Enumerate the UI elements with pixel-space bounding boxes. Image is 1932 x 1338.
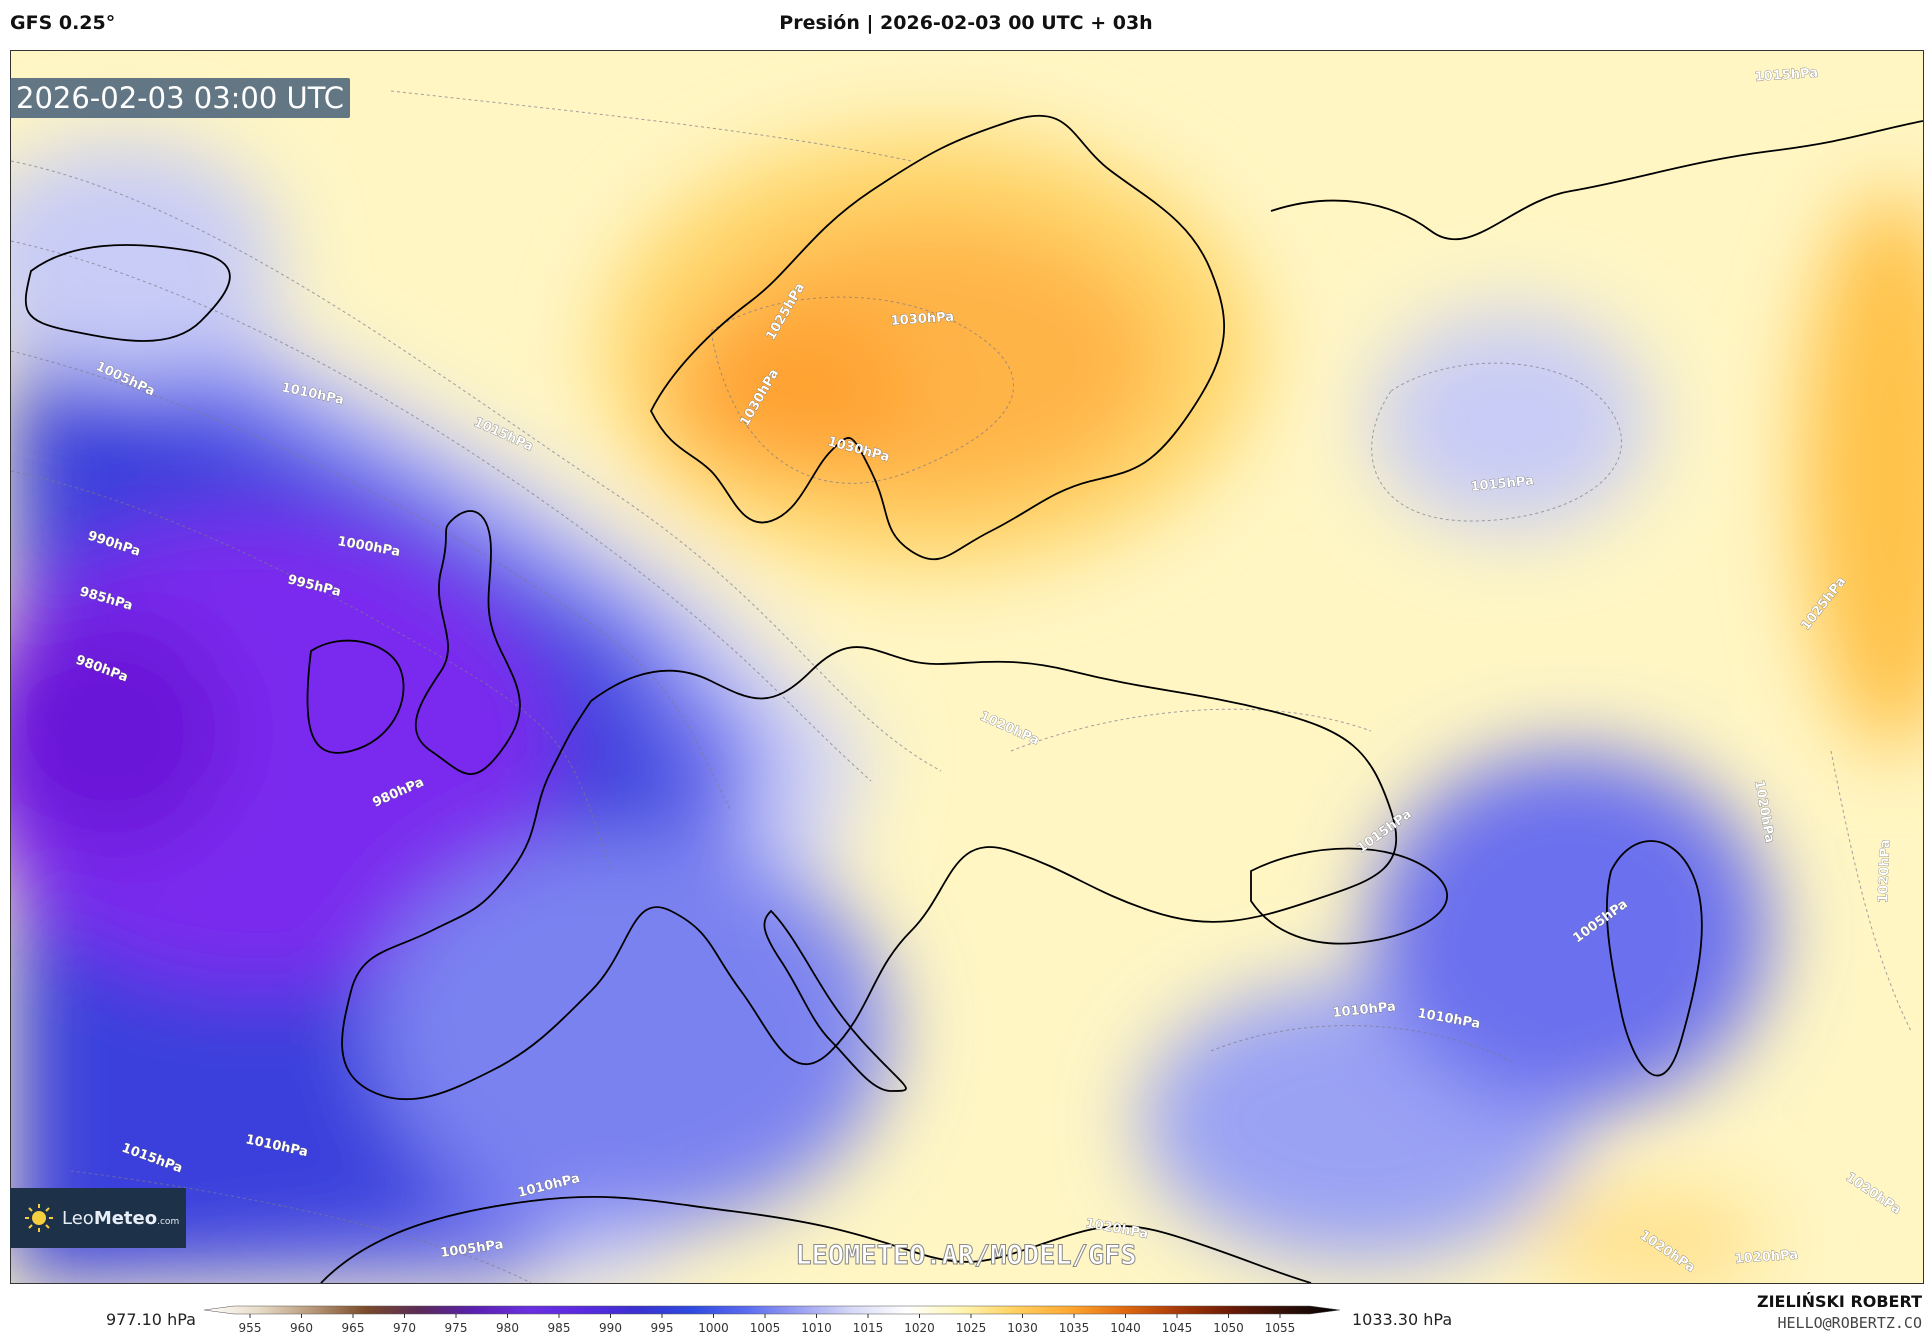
logo-text: LeoMeteo.com [62,1208,179,1229]
colorbar-min-label: 977.10 hPa [106,1310,196,1329]
contour-label: 1030hPa [890,310,954,329]
colorbar-tick-label: 1010 [801,1321,832,1335]
colorbar-tick-label: 1050 [1213,1321,1244,1335]
coastline-north-africa [320,1195,1312,1283]
low-pressure-zone [11,141,281,381]
colorbar-svg: 955 960 965 970 975 980 985 990 995 1000 1005 1010 1… [203,1305,1341,1335]
isobar [1210,1025,1512,1062]
contour-label: 1015hPa [1470,473,1535,495]
high-pressure-zone [1801,191,1923,751]
model-label: GFS 0.25° [10,12,116,34]
isobar [11,350,732,812]
colorbar-bar: 977.10 hPa 955 960 965 970 975 980 985 990 995 10… [0,1282,1932,1338]
pressure-field [11,131,1923,1283]
colorbar-tick-label: 1000 [698,1321,729,1335]
logo-text-light: Leo [62,1207,94,1229]
isobar [11,240,872,782]
colorbar-tick-label: 980 [496,1321,519,1335]
colorbar-tick-label: 1035 [1059,1321,1090,1335]
header-bar: GFS 0.25° Presión | 2026-02-03 00 UTC + … [0,0,1932,50]
low-pressure-zone [1371,311,1651,531]
colorbar-tick-label: 965 [342,1321,365,1335]
watermark-url: LEOMETEO.AR/MODEL/GFS [795,1240,1137,1272]
coastline-arctic [1270,120,1923,241]
low-pressure-zone [371,831,891,1231]
colorbar-tick-label: 1015 [853,1321,884,1335]
isobar [710,296,1014,484]
coastline-ireland [306,639,405,754]
valid-time-badge: 2026-02-03 03:00 UTC [10,78,351,118]
colorbar-tick-label: 990 [599,1321,622,1335]
leometeo-logo[interactable]: LeoMeteo.com [10,1188,186,1248]
contour-label: 1010hPa [1332,999,1397,1021]
coastlines [24,114,1923,1283]
colorbar-tick-label: 1020 [904,1321,935,1335]
high-pressure-zone [671,311,911,471]
sun-icon [25,1204,53,1232]
isobars [11,90,1912,1283]
low-pressure-core [11,611,231,851]
colorbar-tick-label: 1030 [1007,1321,1038,1335]
colorbar-tick-label: 975 [445,1321,468,1335]
colorbar-tick-label: 955 [239,1321,262,1335]
isobar [390,90,912,162]
colorbar-tick-label: 1005 [750,1321,781,1335]
map-canvas: 1005hPa 1010hPa 1015hPa 990hPa 985hPa 98… [11,51,1923,1283]
colorbar-max-label: 1033.30 hPa [1352,1310,1453,1329]
contour-label: 1020hPa [1876,839,1893,903]
colorbar-tick-label: 1045 [1162,1321,1193,1335]
coastline-britain [414,510,521,775]
colorbar-tick-label: 1040 [1110,1321,1141,1335]
coastline-italy [763,909,907,1092]
colorbar-tick-label: 970 [393,1321,416,1335]
colorbar-tick-label: 985 [548,1321,571,1335]
isobar [1371,362,1623,522]
isobar [11,470,612,872]
contour-label: 1020hPa [1734,1248,1798,1267]
coastline-scandinavia [649,114,1225,561]
coastline-iceland [24,244,231,342]
coastline-black-sea [1250,847,1448,945]
pressure-map[interactable]: 1005hPa 1010hPa 1015hPa 990hPa 985hPa 98… [10,50,1924,1284]
coastline-continent [341,646,1398,1101]
high-pressure-zone [1531,1191,1771,1283]
colorbar-tick-label: 995 [651,1321,674,1335]
logo-text-suffix: .com [157,1216,180,1227]
logo-text-bold: Meteo [93,1207,158,1229]
chart-title: Presión | 2026-02-03 00 UTC + 03h [779,12,1153,34]
author-credit: ZIELIŃSKI ROBERT [1756,1292,1922,1311]
low-pressure-zone [1371,751,1771,1111]
colorbar-tick-label: 1055 [1265,1321,1296,1335]
colorbar-tick-label: 960 [290,1321,313,1335]
colorbar-tick-label: 1025 [956,1321,987,1335]
isobar [1830,750,1912,1032]
colorbar-gradient [203,1305,1341,1315]
contour-label: 1015hPa [1754,66,1818,85]
isobar [70,1170,532,1283]
author-email[interactable]: HELLO@ROBERTZ.CO [1777,1314,1923,1332]
coastline-caspian [1606,840,1703,1077]
isobar [1010,708,1372,752]
